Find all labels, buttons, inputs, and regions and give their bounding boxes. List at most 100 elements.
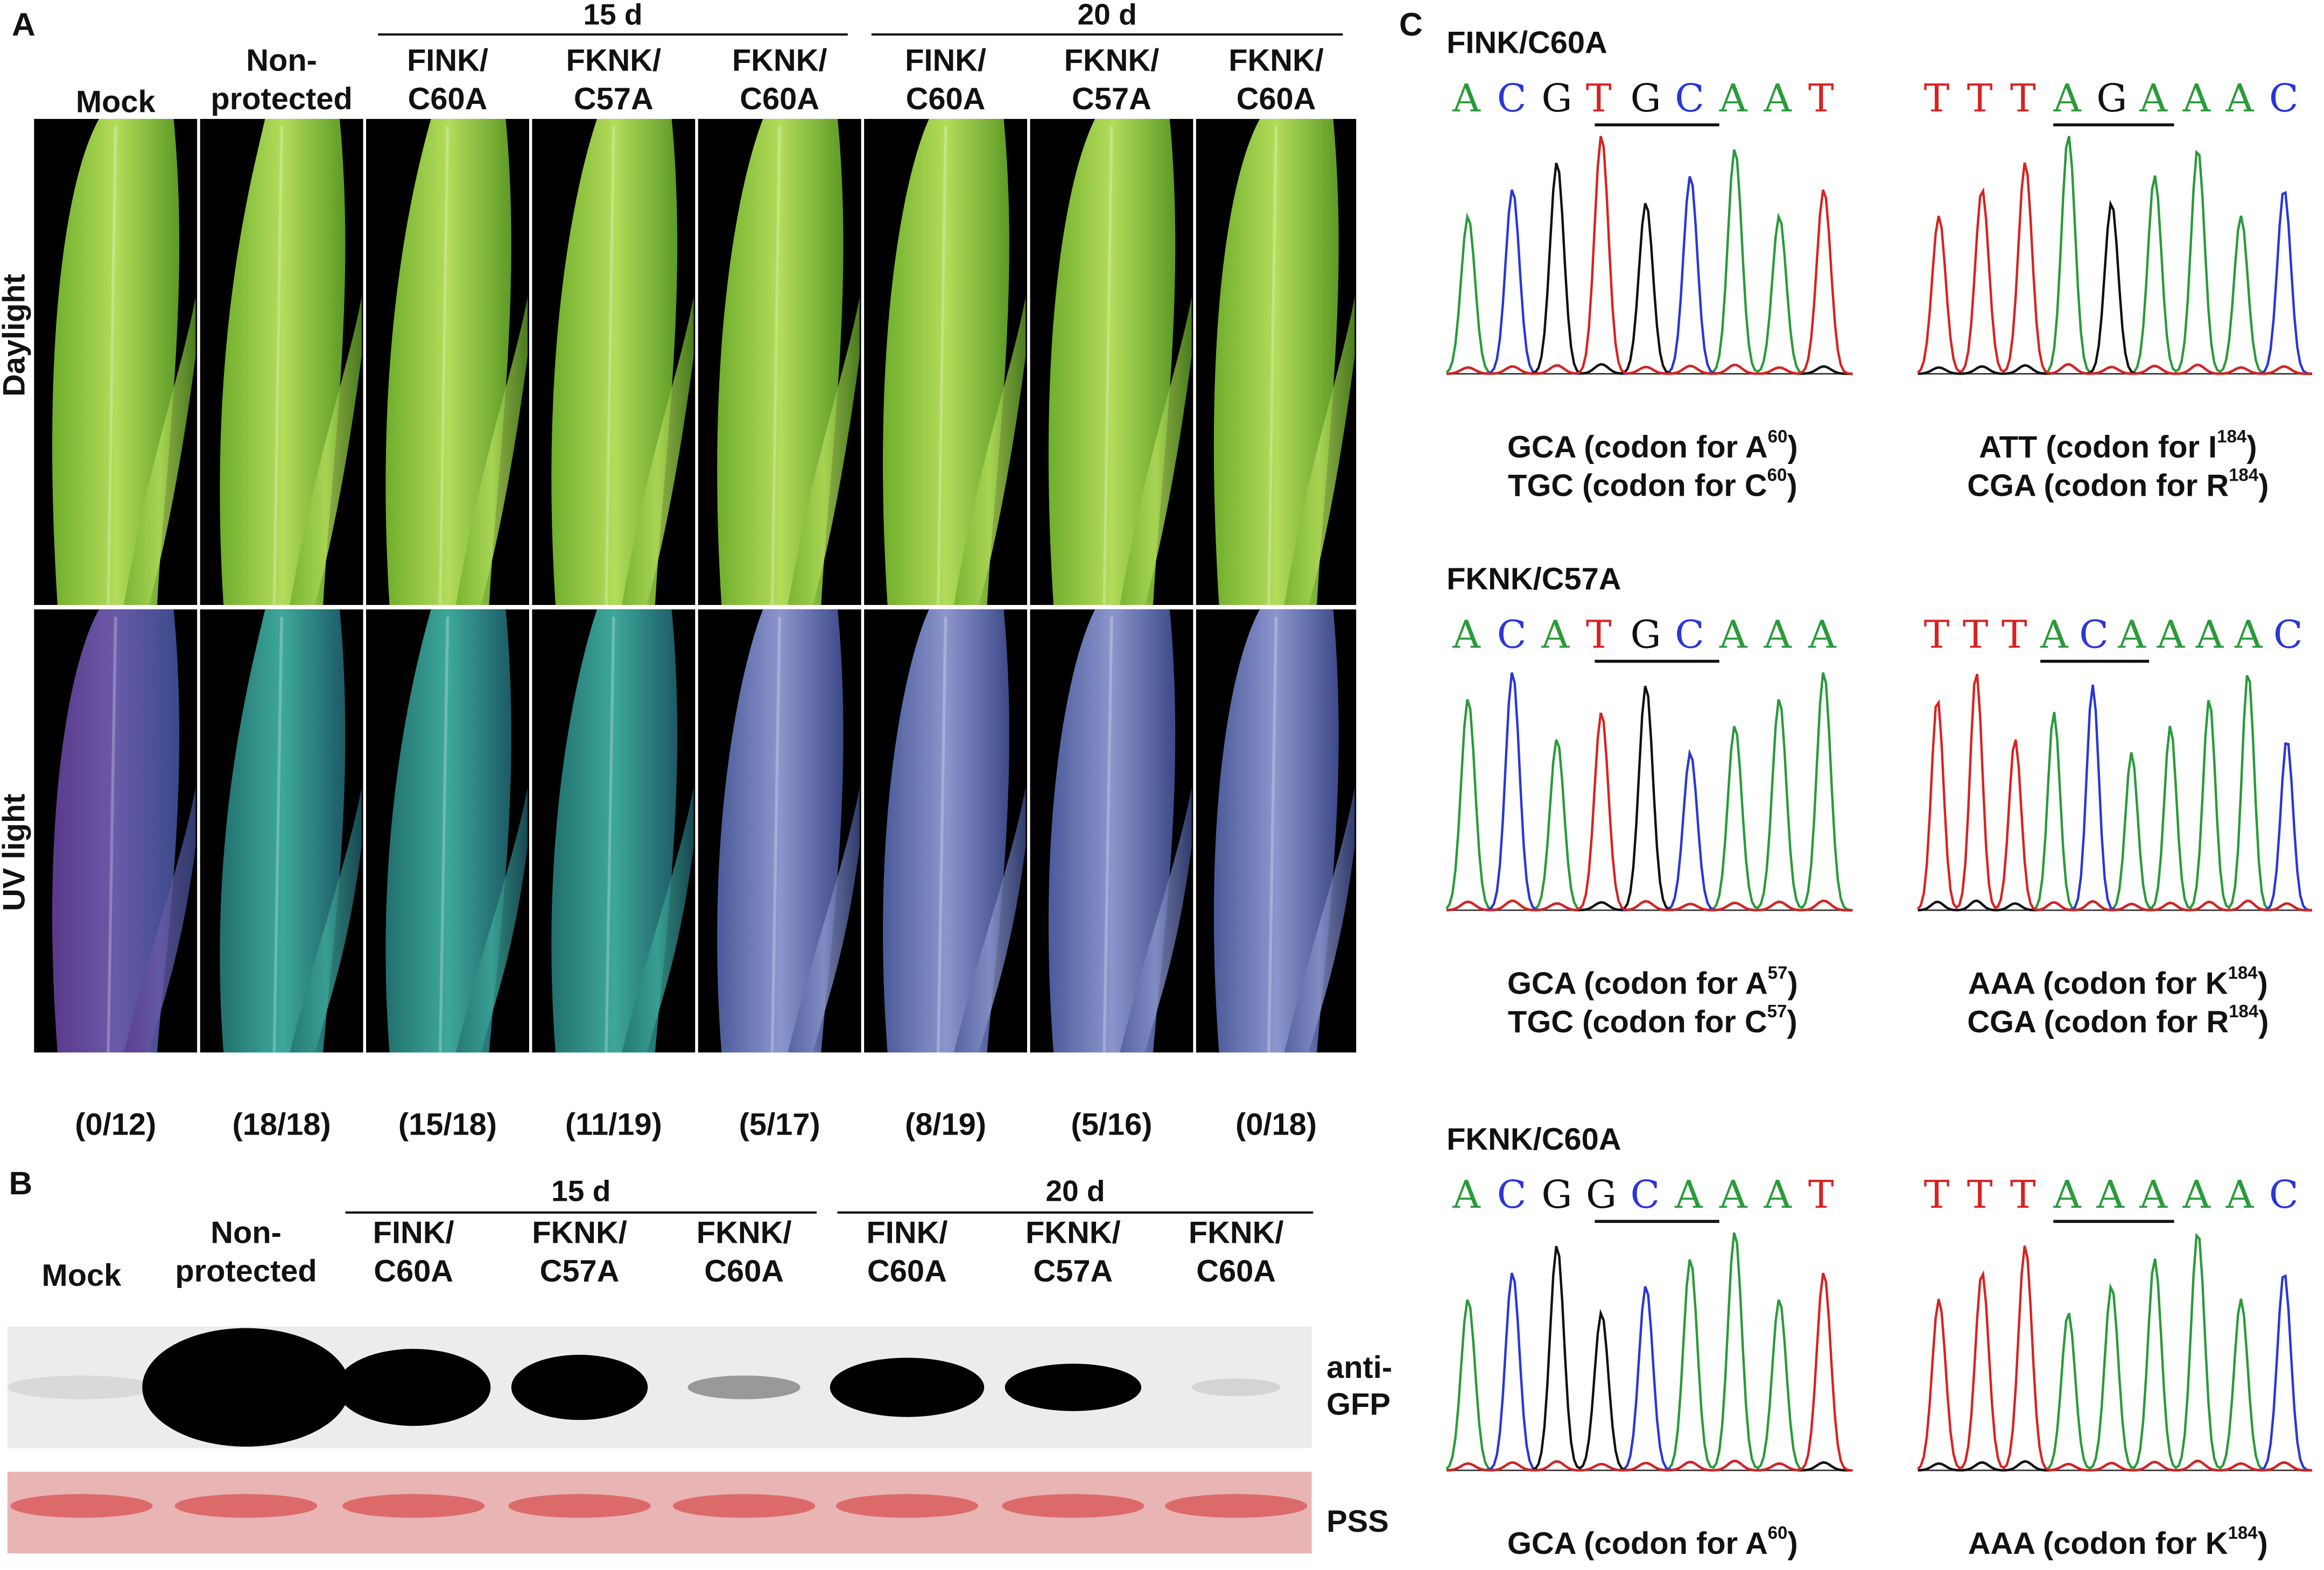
leaf (717, 118, 844, 605)
base-letter: A (2195, 612, 2224, 657)
codon-label: ATT (codon for I184) (1979, 426, 2257, 465)
codon-label: TGC (codon for C57) (1508, 1001, 1798, 1040)
base-letter: A (1452, 612, 1481, 657)
base-letter: A (1452, 1172, 1481, 1217)
codon-text: CGA (codon for R (1967, 1005, 2229, 1039)
base-letter: A (2139, 1172, 2168, 1217)
count-label: (5/16) (1071, 1107, 1152, 1142)
midrib (1267, 126, 1278, 606)
base-letter: G (1541, 1172, 1572, 1217)
codon-sup: 60 (1767, 464, 1787, 484)
midrib (605, 126, 615, 606)
column-label: FKNK/ (566, 44, 662, 78)
codon-end: ) (2246, 430, 2257, 464)
base-letter: A (2156, 612, 2185, 657)
band (1005, 1363, 1141, 1411)
codon-text: CGA (codon for R (1967, 469, 2229, 503)
codon-label: GCA (codon for A60) (1507, 1523, 1798, 1561)
trace (1916, 673, 2312, 912)
panel-label: C (1399, 6, 1423, 43)
row-title: FKNK/C57A (1447, 562, 1621, 596)
midrib (605, 616, 615, 1053)
leaf (1284, 297, 1355, 605)
midrib (1103, 616, 1113, 1053)
base-letter: T (1967, 1172, 1993, 1217)
base-letter: A (2182, 75, 2211, 120)
codon-text: GCA (codon for A (1507, 967, 1768, 1001)
base-letter: A (2117, 612, 2146, 657)
column-label: C60A (740, 82, 819, 116)
leaf (455, 787, 528, 1053)
leaf (52, 609, 180, 1053)
leaf (290, 297, 362, 605)
leaf (52, 118, 180, 605)
base-letter: A (2096, 1172, 2125, 1217)
leaf (385, 118, 511, 605)
codon-end: ) (2258, 967, 2268, 1001)
base-letter: A (2053, 1172, 2082, 1217)
column-label: FKNK/ (697, 1215, 792, 1250)
codon-text: AAA (codon for K (1968, 967, 2228, 1001)
codon-end: ) (1787, 1005, 1797, 1039)
midrib (937, 126, 947, 606)
blot-label: PSS (1326, 1504, 1389, 1539)
leaf (455, 297, 528, 605)
leaf (551, 118, 678, 605)
column-label: protected (210, 82, 352, 116)
band (7, 1375, 156, 1399)
midrib (272, 126, 283, 606)
band (687, 1375, 801, 1399)
stain-band (342, 1494, 485, 1518)
column-label: protected (175, 1254, 317, 1289)
codon-sup: 184 (2229, 1001, 2259, 1021)
base-letter: G (2096, 75, 2127, 120)
count-label: (0/18) (1235, 1107, 1317, 1142)
midrib (937, 616, 947, 1053)
column-label: FKNK/ (1189, 1215, 1284, 1250)
codon-end: ) (1787, 967, 1798, 1001)
codon-text: TGC (codon for C (1508, 469, 1767, 503)
codon-text: TGC (codon for C (1508, 1005, 1767, 1039)
base-letter: T (1924, 612, 1950, 657)
base-letter: T (2010, 1172, 2036, 1217)
codon-end: ) (1787, 1527, 1798, 1561)
leaf (622, 297, 694, 605)
base-letter: A (1719, 75, 1748, 120)
base-letter: T (1586, 75, 1612, 120)
column-label: C57A (540, 1254, 620, 1289)
leaf (1048, 609, 1176, 1053)
codon-label: TGC (codon for C60) (1508, 464, 1798, 503)
base-letter: A (1452, 75, 1481, 120)
midrib (1103, 126, 1113, 606)
codon-sup: 184 (2228, 962, 2258, 982)
count-label: (11/19) (565, 1107, 662, 1142)
codon-end: ) (2258, 1527, 2268, 1561)
count-label: (15/18) (398, 1107, 497, 1142)
column-label: C57A (1072, 82, 1152, 116)
leaf (551, 609, 678, 1053)
midrib (107, 126, 117, 606)
column-label: Non- (246, 44, 317, 78)
leaf (220, 609, 346, 1053)
midrib (438, 126, 450, 606)
codon-label: CGA (codon for R184) (1967, 1001, 2269, 1040)
codon-label: AAA (codon for K184) (1968, 1523, 2268, 1561)
band (830, 1357, 985, 1417)
column-label: FKNK/ (732, 44, 827, 78)
base-letter: G (1541, 75, 1572, 120)
codon-end: ) (1787, 469, 1797, 503)
column-label: C60A (374, 1254, 453, 1289)
panel-label: B (9, 1165, 33, 1201)
leaf (883, 118, 1009, 605)
base-letter: T (1586, 612, 1612, 657)
stain-band (508, 1494, 651, 1518)
band (1191, 1378, 1281, 1397)
column-label: C60A (704, 1254, 784, 1289)
group-label: 15 d (551, 1174, 610, 1208)
count-label: (8/19) (905, 1107, 986, 1142)
leaf (1120, 787, 1192, 1053)
base-letter: C (1631, 1172, 1660, 1217)
